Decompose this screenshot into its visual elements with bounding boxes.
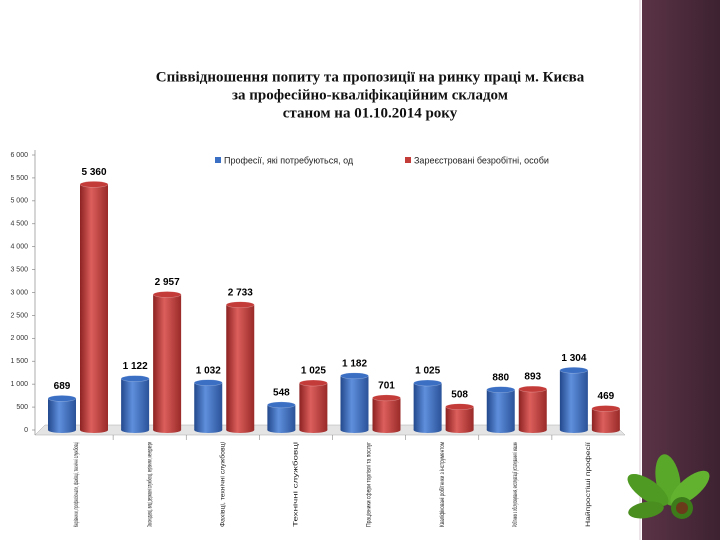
bar	[518, 389, 547, 430]
y-tick-label: 1 000	[10, 381, 28, 388]
x-tick-label: Фахівці, технічні службовці	[220, 442, 226, 527]
bar-top	[120, 375, 150, 382]
bar-top	[413, 379, 442, 387]
bar	[194, 382, 223, 430]
bar-base	[559, 427, 588, 433]
bar-top	[591, 405, 621, 412]
bar-base	[445, 427, 474, 433]
bar-top	[194, 379, 223, 386]
y-tick-label: 3 000	[10, 289, 28, 296]
leaf-icon	[627, 454, 710, 519]
bar-base	[372, 427, 401, 433]
bar-base	[80, 427, 108, 433]
chart-title: Співвідношення попиту та пропозиції на р…	[156, 69, 585, 85]
value-label: 880	[492, 372, 509, 383]
bar-base	[267, 427, 296, 433]
x-tick-label: Керівники, професіонали, фахівці, техніч…	[74, 442, 80, 527]
bar-base	[486, 427, 515, 433]
bar-base	[413, 427, 442, 433]
y-tick-label: 6 000	[10, 152, 28, 159]
value-label: 1 122	[123, 361, 148, 372]
value-label: 1 032	[196, 365, 221, 376]
x-tick-label: Робітники з обслуговування, експлуатації…	[513, 442, 519, 527]
value-label: 701	[378, 381, 395, 392]
y-tick-label: 1 500	[10, 358, 28, 365]
y-tick-label: 4 000	[10, 244, 28, 251]
legend-swatch	[405, 157, 411, 163]
bar	[559, 370, 588, 430]
bar	[121, 378, 150, 430]
bar	[299, 383, 328, 430]
bar	[413, 383, 442, 430]
bar-base	[299, 427, 328, 433]
side-stripe	[642, 0, 720, 540]
value-label: 1 304	[561, 353, 586, 364]
bar-top	[79, 181, 109, 188]
legend-swatch	[215, 157, 221, 163]
value-label: 1 025	[301, 366, 326, 377]
bar-top	[445, 403, 474, 410]
bar-base	[340, 427, 369, 433]
y-tick-label: 2 000	[10, 335, 28, 342]
y-tick-label: 5 500	[10, 175, 28, 182]
bar-top	[559, 366, 589, 374]
legend-label: Професії, які потребуються, од	[224, 155, 354, 165]
bar-top	[486, 386, 515, 393]
bar-top	[267, 401, 296, 409]
legend-label: Зареєстровані безробітні, особи	[414, 155, 549, 165]
y-tick-label: 500	[16, 404, 28, 411]
bar-base	[48, 427, 76, 433]
value-label: 893	[524, 372, 541, 383]
bar-top	[299, 379, 328, 387]
value-label: 689	[54, 381, 71, 392]
bar-base	[226, 427, 255, 433]
bar	[486, 389, 515, 430]
bar-top	[152, 291, 182, 298]
value-label: 2 733	[228, 287, 253, 298]
bar	[372, 397, 401, 430]
value-label: 469	[598, 391, 615, 402]
x-tick-label: Технічні службовці	[294, 442, 300, 527]
bar	[80, 184, 108, 430]
y-tick-label: 0	[24, 427, 28, 434]
y-tick-label: 2 500	[10, 312, 28, 319]
bar	[340, 375, 369, 430]
bar-base	[121, 427, 150, 433]
bar-base	[518, 427, 547, 433]
value-label: 5 360	[81, 167, 106, 178]
x-tick-label: Найпростіші професії	[585, 442, 592, 527]
bar-top	[47, 395, 77, 402]
chart-subtitle: за професійно-кваліфікаційним складом	[232, 87, 508, 103]
bar-top	[226, 301, 255, 308]
bar-base	[591, 427, 620, 433]
x-tick-label: Законодавці, вищі державні службовці, ке…	[147, 442, 153, 527]
value-label: 548	[273, 388, 290, 399]
bar-top	[340, 372, 369, 380]
value-label: 1 182	[342, 358, 367, 369]
bar	[445, 406, 474, 430]
bar	[153, 294, 182, 430]
bar-base	[194, 427, 223, 433]
x-tick-label: Працівники сфери торгівлі та послуг	[367, 441, 373, 527]
chart-subtitle: станом на 01.10.2014 року	[283, 105, 458, 121]
y-tick-label: 3 500	[10, 266, 28, 273]
bar-top	[372, 394, 401, 402]
bar-base	[153, 427, 182, 433]
bar-top	[518, 385, 547, 393]
bar	[226, 304, 255, 430]
value-label: 508	[451, 389, 468, 400]
x-tick-label: Кваліфіковані робітники з інструментом	[440, 442, 446, 527]
value-label: 2 957	[155, 277, 180, 288]
value-label: 1 025	[415, 366, 440, 377]
y-tick-label: 4 500	[10, 221, 28, 228]
bar	[267, 404, 296, 430]
bar	[591, 408, 620, 430]
y-tick-label: 5 000	[10, 198, 28, 205]
bar	[48, 398, 76, 430]
